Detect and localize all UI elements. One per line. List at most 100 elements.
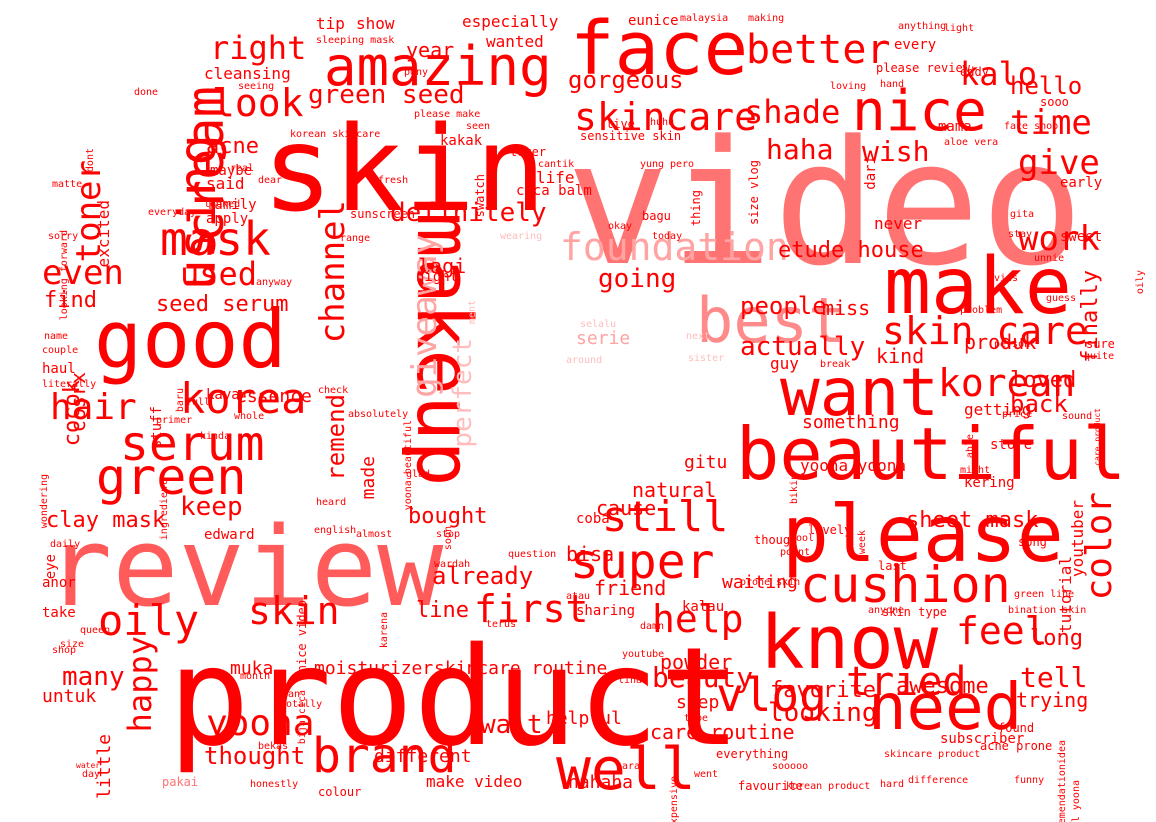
word: right bbox=[210, 29, 307, 67]
word: friend bbox=[594, 576, 667, 600]
word: bisa bbox=[566, 542, 615, 566]
word: cleansing bbox=[204, 64, 291, 83]
word: time bbox=[1010, 103, 1092, 143]
word: hard bbox=[880, 779, 905, 790]
word: korean bbox=[938, 361, 1076, 405]
word: wait bbox=[480, 710, 543, 740]
word: actually bbox=[740, 332, 866, 362]
word: terus bbox=[486, 619, 517, 630]
word: oily bbox=[98, 596, 200, 645]
word: almost bbox=[356, 529, 393, 540]
word: atau bbox=[566, 591, 591, 602]
word: make video bbox=[426, 772, 523, 791]
word: product bbox=[168, 619, 742, 777]
word: absolutely bbox=[348, 409, 409, 420]
word: went bbox=[694, 769, 719, 780]
word: sister bbox=[688, 353, 725, 364]
word: apply bbox=[206, 211, 249, 227]
word: guess bbox=[1046, 293, 1077, 304]
word: definitely bbox=[390, 198, 547, 228]
word: huhu bbox=[650, 117, 675, 128]
word: channel bbox=[313, 200, 353, 344]
word: queen bbox=[80, 625, 111, 636]
word: look bbox=[212, 81, 304, 125]
word: wish bbox=[862, 135, 930, 168]
word: skin care bbox=[882, 309, 1088, 353]
word: glad bbox=[406, 469, 431, 480]
word: bikin bbox=[789, 474, 800, 505]
word: going bbox=[598, 264, 677, 294]
word: karena bbox=[379, 612, 390, 649]
word: need bbox=[868, 671, 1023, 745]
word: couple bbox=[42, 345, 79, 356]
word: essence bbox=[236, 386, 312, 407]
word: step bbox=[676, 692, 720, 713]
word: pony bbox=[404, 67, 429, 78]
word: feel bbox=[956, 609, 1048, 653]
word: lovely bbox=[808, 523, 852, 537]
word: loved bbox=[1010, 368, 1077, 393]
word: question bbox=[508, 549, 557, 560]
word: please make bbox=[414, 109, 481, 120]
word: yoona beautiful bbox=[403, 420, 414, 511]
word: acne bbox=[206, 134, 259, 159]
word: wardah bbox=[434, 559, 471, 570]
word: primer bbox=[156, 415, 193, 426]
word: take bbox=[42, 605, 76, 621]
word: getting bbox=[964, 400, 1032, 419]
word: damn bbox=[640, 621, 665, 632]
word: daily bbox=[50, 539, 81, 550]
word: skincare routine bbox=[434, 658, 608, 679]
word: last bbox=[878, 559, 907, 573]
word: line bbox=[416, 598, 469, 623]
word: eddy bbox=[960, 65, 989, 79]
word: green seed bbox=[308, 80, 465, 110]
word: looking bbox=[768, 698, 878, 728]
word: around bbox=[566, 355, 603, 366]
word: week bbox=[857, 530, 868, 555]
word: looked bbox=[204, 199, 241, 210]
word: hello bbox=[1010, 72, 1083, 100]
word: eye bbox=[43, 554, 59, 580]
word: first bbox=[474, 587, 589, 631]
word: hahaha bbox=[568, 772, 634, 793]
word: anyone bbox=[868, 605, 905, 616]
word: bija cica bbox=[297, 690, 308, 745]
word: kalau bbox=[682, 599, 725, 615]
word: person bbox=[994, 339, 1031, 350]
word: range bbox=[340, 233, 371, 244]
word: english bbox=[314, 525, 357, 536]
word: skin bbox=[262, 100, 547, 238]
word: today bbox=[652, 231, 683, 242]
word: kalo bbox=[960, 55, 1038, 93]
word: pakai bbox=[162, 775, 199, 789]
word: beautiful yoona bbox=[1071, 780, 1082, 822]
word: kakak bbox=[440, 133, 483, 149]
word: literally bbox=[42, 379, 97, 390]
word: yoona yoona bbox=[800, 456, 906, 475]
word: green line bbox=[1014, 589, 1075, 600]
word: problem bbox=[960, 305, 1003, 316]
word: nice video bbox=[295, 600, 309, 673]
word: clay mask bbox=[46, 508, 166, 533]
word: tell bbox=[1020, 661, 1088, 694]
word: making bbox=[748, 13, 785, 24]
word: sooooo bbox=[772, 761, 809, 772]
word: something bbox=[802, 412, 900, 433]
word: looking forward bbox=[59, 230, 70, 321]
word: video bbox=[566, 103, 1084, 304]
word: still bbox=[602, 492, 729, 541]
word: gita bbox=[1010, 209, 1035, 220]
word: vlog bbox=[716, 668, 827, 722]
word: size vlog bbox=[747, 160, 761, 226]
word: care product bbox=[1093, 408, 1102, 466]
word: full bbox=[186, 397, 211, 408]
word: difference bbox=[908, 775, 969, 786]
word: light bbox=[944, 23, 975, 34]
word: para bbox=[616, 761, 641, 772]
word: review bbox=[46, 503, 444, 631]
word: sound bbox=[1062, 411, 1093, 422]
word: next bbox=[686, 331, 711, 342]
word: keep bbox=[180, 492, 243, 522]
word: stop bbox=[436, 529, 461, 540]
